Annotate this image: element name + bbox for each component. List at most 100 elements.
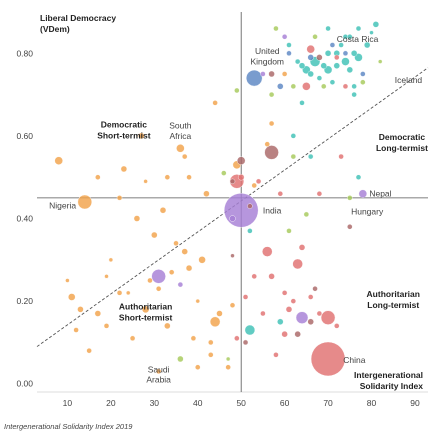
y-tick-label-0: 0.00 [16,379,33,389]
data-point-3-8 [324,50,332,57]
data-point-3-21 [369,30,374,35]
data-point-1-13 [320,310,336,325]
quadrant-label-1-line2: Long-termist [376,143,428,153]
data-point-4-0 [177,355,184,363]
data-point-0-35 [198,256,206,264]
y-tick-label-3: 0.60 [16,131,33,141]
data-point-0-18 [147,277,153,284]
quadrant-label-3-line2: Long-termist [367,300,419,310]
data-point-1-27 [316,191,323,197]
data-point-1-16 [277,191,283,197]
data-point-1-10 [308,294,314,300]
data-point-5-6 [281,34,288,40]
data-point-3-3 [307,70,314,78]
data-point-1-5 [281,290,288,296]
data-point-1-12 [310,341,346,377]
data-point-0-45 [251,182,257,189]
data-point-0-43 [229,302,236,308]
data-point-0-47 [268,120,275,127]
data-point-0-32 [190,335,197,342]
data-point-1-9 [298,244,306,251]
data-point-2-8 [307,318,314,325]
data-point-0-7 [104,274,109,279]
x-axis-title-line1: Intergenerational [354,370,423,380]
data-points-layer [54,21,383,377]
country-label-4: South [169,121,191,131]
data-point-0-23 [164,322,171,330]
data-point-3-15 [346,66,353,74]
data-point-1-26 [334,54,340,61]
data-point-0-39 [212,100,218,106]
data-point-0-16 [143,179,148,184]
x-tick-label-2: 30 [150,398,160,408]
data-point-0-12 [120,165,128,173]
data-point-6-2 [329,42,336,48]
x-tick-label-6: 70 [323,398,333,408]
data-point-0-36 [203,190,210,197]
data-point-0-37 [208,352,214,358]
country-label-3: Iceland [395,75,423,85]
data-point-4-5 [268,91,275,98]
data-point-0-6 [94,310,102,317]
data-point-1-3 [262,246,273,257]
chart-caption: Intergenerational Solidarity Index 2019 [4,422,133,431]
data-point-1-18 [260,310,266,317]
data-point-3-26 [325,25,331,32]
country-label-6: Nepal [369,189,391,199]
data-point-2-11 [316,54,323,61]
data-point-2-1 [236,156,246,165]
data-point-4-2 [321,83,327,90]
data-point-1-21 [338,153,344,160]
data-point-4-9 [290,153,297,160]
data-point-2-6 [294,330,301,338]
data-point-0-3 [77,306,84,313]
quadrant-label-2-line1: Authoritarian [119,301,172,311]
data-point-0-9 [108,257,114,263]
data-point-4-14 [303,211,310,218]
country-label-12: Arabia [146,375,171,385]
y-tick-label-2: 0.40 [16,214,33,224]
data-point-3-1 [298,62,306,69]
data-point-5-3 [229,215,236,222]
data-point-3-10 [333,62,340,69]
data-point-1-8 [292,258,303,270]
x-tick-label-8: 90 [410,398,420,408]
data-point-3-27 [244,324,256,336]
data-point-0-41 [216,310,223,317]
data-point-3-22 [372,21,380,28]
y-axis-title-line2: (VDem) [40,24,70,34]
x-tick-label-0: 10 [63,398,73,408]
data-point-3-17 [350,50,358,57]
data-point-2-4 [230,253,235,258]
tick-labels-layer: 10 20 30 40 50 60 70 80 90 0.00 0.20 0.40 0.60 0.80 [16,48,420,408]
data-point-0-13 [126,290,131,296]
data-point-0-46 [264,141,270,147]
quadrant-label-3-line1: Authoritarian [367,289,420,299]
data-point-5-1 [151,269,166,284]
data-point-6-5 [286,50,292,57]
x-tick-label-7: 80 [367,398,377,408]
data-point-1-4 [268,273,275,280]
data-point-1-15 [342,83,349,90]
data-point-0-40 [209,316,221,327]
data-point-0-30 [186,174,192,180]
data-point-4-7 [378,59,383,64]
data-point-1-7 [290,298,297,304]
data-point-5-4 [177,281,184,288]
data-point-2-10 [268,70,275,78]
data-point-3-24 [355,174,362,180]
data-point-3-29 [299,100,305,106]
data-point-2-3 [247,203,253,209]
data-point-3-30 [351,91,357,98]
data-point-1-24 [302,82,311,91]
data-point-6-6 [360,71,366,77]
data-point-6-1 [307,54,314,61]
data-point-0-1 [77,194,92,210]
data-point-0-17 [141,305,150,314]
country-label-0: Costa Rica [337,34,379,44]
data-point-1-14 [334,323,340,329]
x-tick-label-1: 20 [106,398,116,408]
data-point-1-11 [316,310,323,317]
data-point-0-8 [103,323,110,329]
data-point-5-7 [260,71,266,77]
